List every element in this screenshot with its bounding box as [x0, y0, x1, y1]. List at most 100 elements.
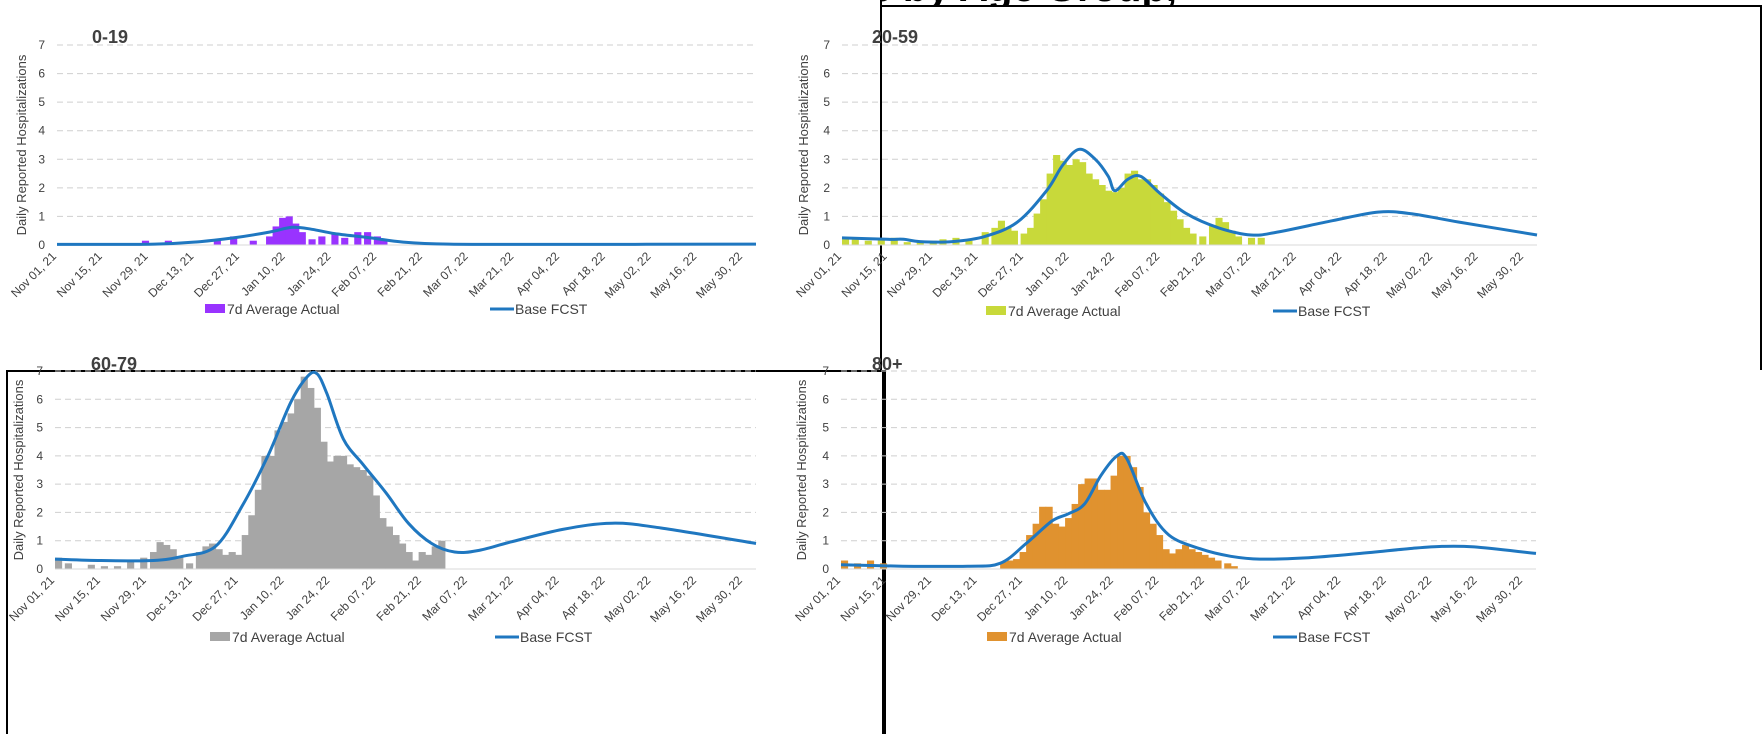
x-tick-label: Dec 13, 21 [145, 249, 196, 300]
bar [100, 566, 109, 569]
x-tick-label: May 02, 22 [601, 573, 653, 625]
bar [1123, 455, 1131, 569]
x-tick-label: Mar 21, 22 [1248, 249, 1299, 300]
bar [215, 549, 223, 569]
x-tick-label: Dec 13, 21 [929, 573, 980, 624]
x-tick-label: Feb 21, 22 [374, 573, 425, 624]
bar [903, 242, 911, 245]
x-tick-label: May 16, 22 [1429, 249, 1481, 301]
y-tick-label: 2 [822, 505, 829, 519]
y-tick-label: 3 [36, 477, 43, 491]
bar [864, 240, 872, 245]
y-tick-label: 1 [38, 209, 45, 223]
bar [1026, 535, 1034, 569]
bar [1207, 557, 1216, 569]
bar [1105, 190, 1113, 245]
bar [1131, 170, 1139, 245]
bar [1032, 523, 1040, 569]
bar [313, 407, 321, 569]
y-tick-label: 2 [38, 181, 45, 195]
bar [385, 526, 393, 569]
y-tick-label: 0 [36, 562, 43, 576]
bar [1130, 467, 1138, 569]
bar [851, 237, 859, 245]
bar [1071, 503, 1079, 569]
x-tick-label: Mar 21, 22 [465, 573, 516, 624]
bar [842, 239, 850, 245]
y-axis-label: Daily Reported Hospitalizations [14, 54, 29, 235]
bar [1098, 185, 1106, 245]
bar [318, 236, 326, 245]
y-tick-label: 5 [36, 421, 43, 435]
bar [195, 552, 204, 569]
bar [1163, 202, 1171, 245]
bar [354, 232, 362, 245]
bar [308, 239, 316, 245]
legend-swatch-bars [986, 306, 1006, 315]
x-tick-label: Apr 04, 22 [513, 249, 562, 298]
bar [294, 399, 302, 569]
x-tick-label: Feb 21, 22 [374, 249, 425, 300]
x-tick-label: May 30, 22 [693, 573, 745, 625]
bar [1111, 192, 1119, 245]
bar [320, 441, 328, 569]
x-tick-label: Feb 21, 22 [1156, 573, 1207, 624]
bar [398, 543, 407, 569]
bar [380, 239, 388, 245]
x-tick-label: Dec 27, 21 [975, 249, 1026, 300]
bar [230, 236, 238, 245]
x-tick-label: Feb 07, 22 [1111, 573, 1162, 624]
bar [1214, 560, 1222, 569]
y-tick-label: 7 [822, 364, 829, 378]
x-tick-label: Jan 10, 22 [1022, 249, 1072, 299]
y-tick-label: 1 [36, 534, 43, 548]
x-tick-label: Mar 07, 22 [419, 573, 470, 624]
bar [298, 232, 306, 245]
y-tick-label: 5 [823, 95, 830, 109]
x-tick-label: Apr 18, 22 [559, 249, 608, 298]
bar [412, 560, 420, 569]
bar [405, 552, 413, 569]
bar [1013, 559, 1021, 569]
bar [1124, 173, 1132, 245]
bar [1247, 237, 1256, 245]
bar [1169, 553, 1177, 569]
bar [281, 421, 289, 569]
x-tick-label: Mar 21, 22 [466, 249, 517, 300]
bar [346, 464, 354, 569]
y-tick-label: 1 [822, 534, 829, 548]
bar [1027, 227, 1035, 245]
bar [333, 455, 341, 569]
x-tick-label: Jan 10, 22 [1021, 573, 1071, 623]
bar [1183, 227, 1191, 245]
bar [1020, 233, 1028, 245]
x-tick-label: Mar 07, 22 [1202, 573, 1253, 624]
x-tick-label: Jan 24, 22 [1067, 249, 1117, 299]
x-tick-label: Nov 15, 21 [54, 249, 105, 300]
bar [1078, 484, 1086, 569]
bar [1079, 162, 1087, 245]
bar [1097, 489, 1105, 569]
bar [1194, 552, 1203, 569]
bar [55, 557, 63, 569]
x-tick-label: May 02, 22 [1382, 573, 1434, 625]
panel-title: 60-79 [91, 354, 137, 374]
bar [228, 552, 236, 569]
y-tick-label: 6 [38, 67, 45, 81]
legend-label-bars: 7d Average Actual [227, 301, 340, 317]
y-tick-label: 7 [823, 38, 830, 52]
bar [208, 543, 217, 569]
bar [64, 563, 72, 569]
legend-label-line: Base FCST [515, 301, 588, 317]
bar [1257, 237, 1265, 245]
forecast-line [840, 451, 1537, 568]
x-tick-label: Nov 29, 21 [884, 249, 935, 300]
bar [1150, 185, 1158, 245]
legend-label-line: Base FCST [1298, 303, 1371, 319]
bar [1118, 187, 1126, 245]
bar [418, 552, 426, 569]
bar [373, 236, 381, 245]
y-tick-label: 0 [823, 238, 830, 252]
bar [339, 455, 348, 569]
